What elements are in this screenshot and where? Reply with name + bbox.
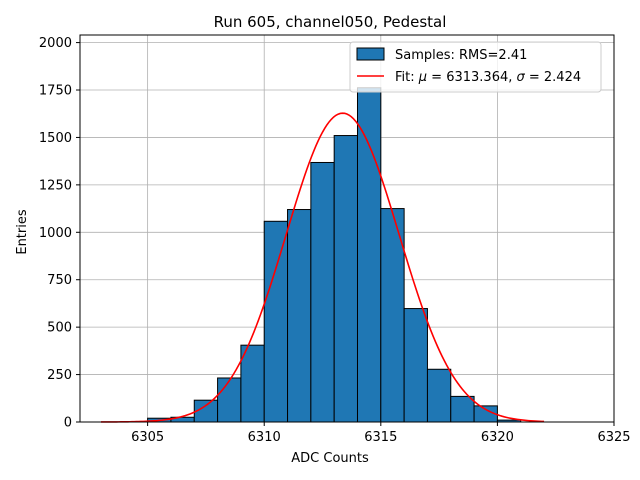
x-tick-label: 6315 bbox=[364, 430, 397, 445]
histogram-bars bbox=[147, 87, 522, 423]
histogram-bar bbox=[356, 87, 382, 423]
legend-fit-mu-symbol: μ bbox=[418, 70, 427, 85]
legend-fit-mu-value: = 6313.364, bbox=[427, 70, 516, 85]
histogram-bar bbox=[240, 344, 265, 423]
x-axis-ticks: 6305 6310 6315 6320 6325 bbox=[131, 422, 631, 445]
y-axis-label: Entries bbox=[15, 209, 30, 255]
legend-fit-prefix: Fit: bbox=[395, 70, 419, 85]
histogram-bar bbox=[426, 368, 452, 423]
legend-samples-swatch bbox=[356, 47, 385, 61]
histogram-bar bbox=[450, 395, 475, 423]
histogram-bar bbox=[310, 161, 335, 423]
y-tick-label: 1500 bbox=[39, 131, 72, 146]
gaussian-fit-curve bbox=[100, 112, 545, 423]
legend-fit-sigma-value: = 2.424 bbox=[525, 70, 581, 85]
x-tick-label: 6305 bbox=[131, 430, 164, 445]
legend-samples-label: Samples: RMS=2.41 bbox=[395, 48, 527, 63]
legend-fit-sigma-symbol: σ bbox=[517, 70, 526, 85]
x-tick-label: 6320 bbox=[481, 430, 514, 445]
legend-fit-label: Fit: μ = 6313.364, σ = 2.424 bbox=[395, 70, 581, 85]
histogram-bar bbox=[333, 135, 358, 423]
y-axis-ticks: 0 250 500 750 1000 1250 1500 1750 2000 bbox=[39, 36, 80, 431]
histogram-bar bbox=[263, 220, 289, 423]
y-tick-label: 1750 bbox=[39, 84, 72, 99]
x-tick-label: 6325 bbox=[597, 430, 630, 445]
x-axis-label: ADC Counts bbox=[291, 451, 369, 466]
histogram-bar bbox=[287, 209, 312, 423]
y-tick-label: 500 bbox=[47, 321, 72, 336]
y-tick-label: 0 bbox=[64, 416, 72, 431]
y-tick-label: 2000 bbox=[39, 36, 72, 51]
chart-title: Run 605, channel050, Pedestal bbox=[214, 13, 447, 31]
plot-frame bbox=[79, 34, 615, 423]
y-tick-label: 1000 bbox=[39, 226, 72, 241]
y-tick-label: 750 bbox=[47, 273, 72, 288]
histogram-bar bbox=[403, 308, 428, 423]
y-tick-label: 1250 bbox=[39, 178, 72, 193]
legend: Samples: RMS=2.41 Fit: μ = 6313.364, σ =… bbox=[349, 41, 602, 93]
legend-box bbox=[349, 41, 602, 93]
x-tick-label: 6310 bbox=[248, 430, 281, 445]
fit-curve-group bbox=[100, 112, 545, 423]
histogram-bar bbox=[217, 377, 242, 423]
y-tick-label: 250 bbox=[47, 368, 72, 383]
